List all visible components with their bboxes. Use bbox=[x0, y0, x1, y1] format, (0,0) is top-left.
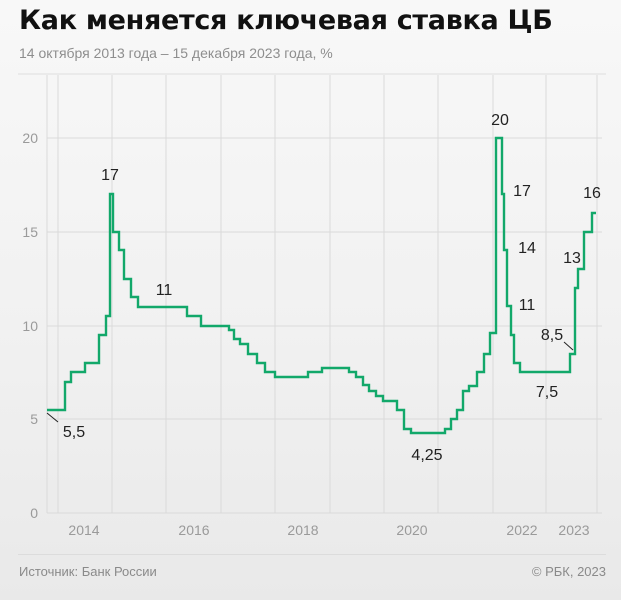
source-note: Источник: Банк России bbox=[19, 564, 157, 579]
annotation-17-2014: 17 bbox=[101, 167, 119, 184]
x-tick-2014: 2014 bbox=[68, 522, 99, 538]
grid-vertical bbox=[46, 75, 598, 513]
y-tick-20: 20 bbox=[22, 130, 38, 146]
y-axis-labels: 0 5 10 15 20 bbox=[22, 130, 38, 521]
x-tick-2018: 2018 bbox=[287, 522, 318, 538]
chart-title: Как меняется ключевая ставка ЦБ bbox=[19, 5, 553, 36]
copyright-note: © РБК, 2023 bbox=[531, 564, 606, 579]
annotation-11-2022: 11 bbox=[519, 297, 536, 314]
footer-divider bbox=[18, 554, 606, 555]
x-tick-2020: 2020 bbox=[396, 522, 427, 538]
x-tick-2016: 2016 bbox=[178, 522, 209, 538]
annotation-16: 16 bbox=[583, 185, 601, 202]
y-tick-5: 5 bbox=[30, 411, 38, 427]
x-axis-labels: 2014 2016 2018 2020 2022 2023 bbox=[68, 522, 589, 538]
annotation-5-5: 5,5 bbox=[63, 424, 85, 441]
value-annotations: 5,5 17 11 4,25 20 17 14 11 7,5 8,5 13 16 bbox=[63, 112, 601, 464]
y-tick-0: 0 bbox=[30, 505, 38, 521]
leader-line-8-5 bbox=[563, 341, 574, 351]
annotation-11-2015: 11 bbox=[156, 282, 173, 299]
leader-line-start bbox=[46, 412, 59, 423]
annotation-4-25: 4,25 bbox=[411, 447, 442, 464]
annotation-17-2022: 17 bbox=[513, 183, 531, 200]
annotation-8-5: 8,5 bbox=[541, 327, 563, 344]
key-rate-line bbox=[47, 136, 596, 435]
y-tick-10: 10 bbox=[22, 318, 38, 334]
chart-subtitle: 14 октября 2013 года – 15 декабря 2023 г… bbox=[19, 45, 333, 61]
y-tick-15: 15 bbox=[22, 224, 38, 240]
annotation-7-5: 7,5 bbox=[536, 384, 558, 401]
annotation-20: 20 bbox=[491, 112, 509, 129]
x-tick-2022: 2022 bbox=[506, 522, 537, 538]
annotation-13: 13 bbox=[563, 250, 581, 267]
x-tick-2023: 2023 bbox=[558, 522, 589, 538]
annotation-14: 14 bbox=[518, 240, 536, 257]
grid-horizontal bbox=[47, 137, 602, 514]
